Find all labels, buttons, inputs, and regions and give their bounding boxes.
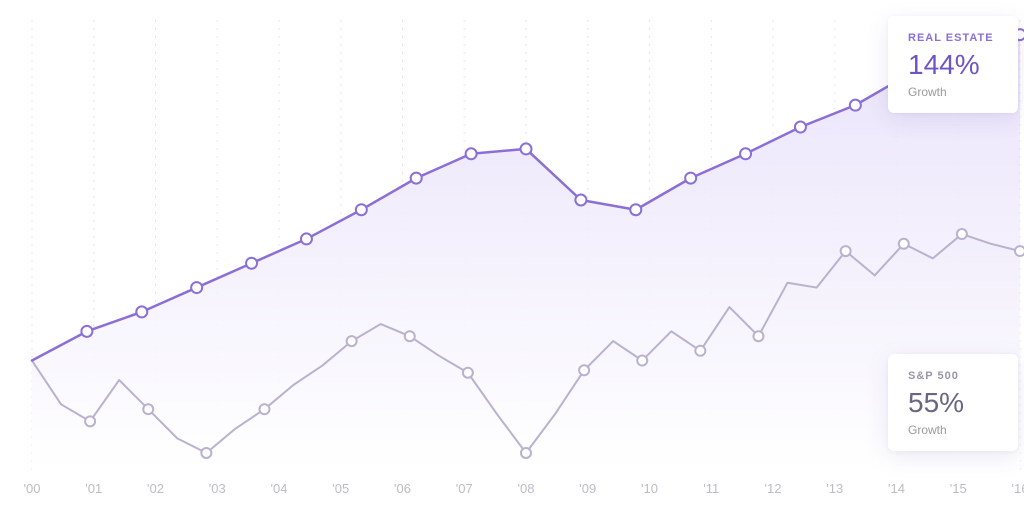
growth-comparison-chart: '00 '01 '02 '03 '04 '05 '06 '07 '08 '09 '10 '11 '12 '… — [0, 0, 1024, 518]
real-estate-card-value: 144% — [908, 50, 998, 81]
sp500-card: S&P 500 55% Growth — [888, 354, 1018, 451]
real-estate-card-sub: Growth — [908, 85, 998, 99]
svg-text:'04: '04 — [271, 481, 288, 496]
svg-text:'13: '13 — [826, 481, 843, 496]
svg-text:'00: '00 — [24, 481, 41, 496]
svg-text:'05: '05 — [332, 481, 349, 496]
real-estate-card-label: REAL ESTATE — [908, 32, 998, 44]
svg-text:'11: '11 — [703, 481, 719, 496]
sp500-card-label: S&P 500 — [908, 370, 998, 382]
real-estate-area — [32, 35, 1020, 470]
svg-text:'09: '09 — [579, 481, 596, 496]
sp500-card-value: 55% — [908, 388, 998, 419]
sp500-card-sub: Growth — [908, 423, 998, 437]
svg-text:'03: '03 — [209, 481, 226, 496]
svg-text:'01: '01 — [85, 481, 102, 496]
svg-text:'08: '08 — [518, 481, 535, 496]
svg-text:'15: '15 — [950, 481, 967, 496]
svg-text:'02: '02 — [147, 481, 164, 496]
chart-svg: '00 '01 '02 '03 '04 '05 '06 '07 '08 '09 '10 '11 '12 '… — [0, 0, 1024, 518]
svg-text:'10: '10 — [641, 481, 658, 496]
svg-text:'14: '14 — [888, 481, 905, 496]
svg-text:'16: '16 — [1012, 481, 1024, 496]
svg-text:'06: '06 — [394, 481, 411, 496]
svg-text:'12: '12 — [765, 481, 782, 496]
x-axis-ticks: '00 '01 '02 '03 '04 '05 '06 '07 '08 '09 '10 '11 '12 '… — [24, 481, 1024, 496]
real-estate-card: REAL ESTATE 144% Growth — [888, 16, 1018, 113]
svg-text:'07: '07 — [456, 481, 473, 496]
